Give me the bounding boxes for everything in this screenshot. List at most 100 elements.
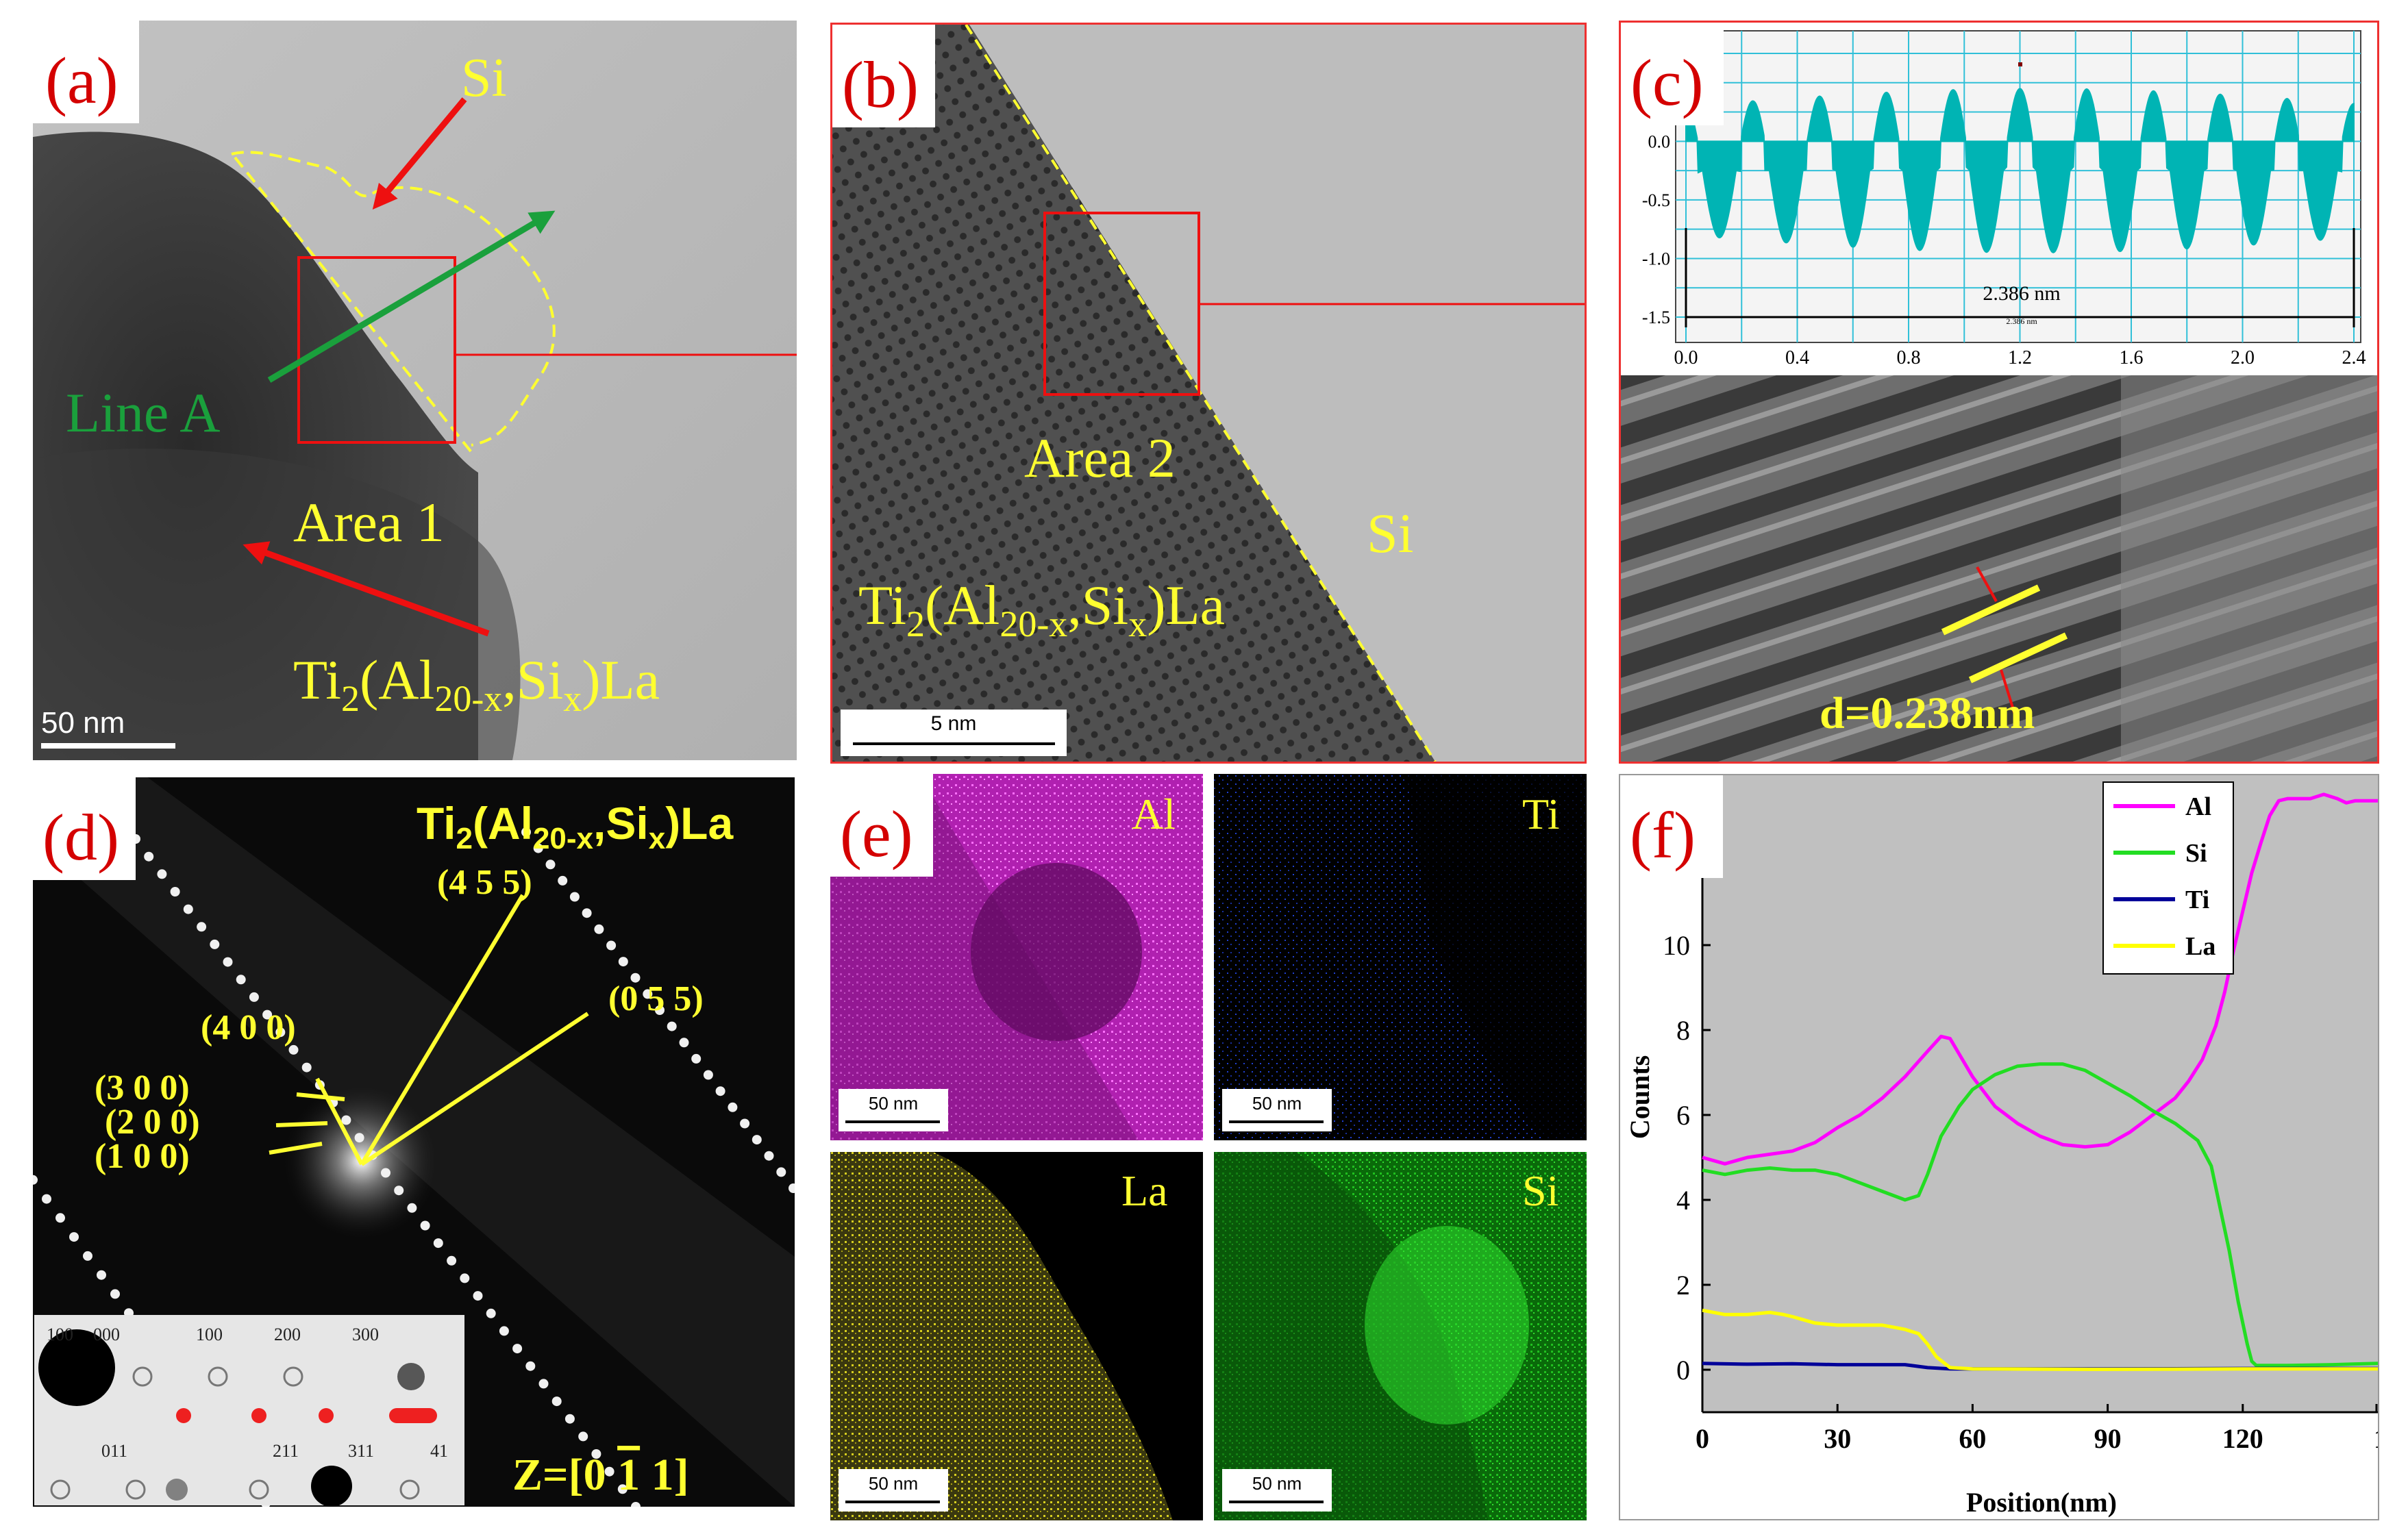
panel-a-scale-label: 50 nm xyxy=(41,706,125,740)
diffraction-spot xyxy=(83,1251,92,1261)
panel-d: (d) Ti2(Al20-x,Six)La (4 5 5) (0 5 5) (4… xyxy=(33,777,795,1507)
spot-label-300: (3 0 0) xyxy=(95,1068,190,1107)
map-al-label: Al xyxy=(1132,790,1176,838)
diffraction-spot xyxy=(447,1255,457,1266)
panel-b: (b) Area 2 Si Ti2(Al20-x,Six)La 5 nm xyxy=(830,23,1587,764)
chart-ytick: 8 xyxy=(1676,1015,1690,1046)
line-a-arrow xyxy=(267,210,556,383)
map-si: Si 50 nm xyxy=(1214,1152,1587,1520)
chart-ytick: 6 xyxy=(1676,1100,1690,1131)
panel-b-image: (b) Area 2 Si Ti2(Al20-x,Six)La 5 nm xyxy=(832,25,1585,762)
panel-b-label: (b) xyxy=(842,48,919,121)
diffraction-spot xyxy=(486,1308,496,1318)
diffraction-spot xyxy=(591,1449,601,1459)
inset-label-100: 100 xyxy=(196,1325,223,1344)
diffraction-spot xyxy=(655,1005,665,1015)
diffraction-spot xyxy=(525,1361,536,1371)
spot-label-055: (0 5 5) xyxy=(608,979,704,1018)
diffraction-spot xyxy=(728,1102,738,1112)
profile-xtick: 0.8 xyxy=(1897,347,1921,368)
diffraction-spot xyxy=(460,1273,470,1283)
panel-e-label: (e) xyxy=(840,797,913,870)
diffraction-spot xyxy=(394,1186,404,1196)
diffraction-spot xyxy=(42,1194,51,1204)
chart-xtick: 60 xyxy=(1959,1423,1986,1454)
panel-a-image: (a) Si Line A Area 1 Ti2(Al20-x,Six)La 5… xyxy=(33,21,797,760)
line-profile-plot: 0.50.0-0.5-1.0-1.50.00.40.81.21.62.02.4 … xyxy=(1642,30,2366,368)
diffraction-spot xyxy=(643,989,653,999)
chart-xtick: 120 xyxy=(2222,1423,2263,1454)
panel-d-image: (d) Ti2(Al20-x,Six)La (4 5 5) (0 5 5) (4… xyxy=(33,777,795,1507)
series-line-si xyxy=(1702,1062,2378,1368)
diffraction-spot xyxy=(420,1220,430,1231)
spot-label-100: (1 0 0) xyxy=(95,1137,190,1176)
diffraction-spot xyxy=(512,1344,523,1354)
chart-plot-area xyxy=(1702,775,2378,1412)
diffraction-spot xyxy=(223,957,233,967)
legend-label-la: La xyxy=(2185,932,2215,961)
chart-xtick: 30 xyxy=(1824,1423,1851,1454)
diffraction-spot xyxy=(752,1135,762,1145)
map-si-label: Si xyxy=(1522,1166,1559,1215)
diffraction-spot xyxy=(564,1414,575,1424)
diffraction-spot xyxy=(197,922,207,932)
map-ti-label: Ti xyxy=(1522,790,1560,838)
map-ti-scale-label: 50 nm xyxy=(1252,1093,1302,1114)
diffraction-spot xyxy=(764,1151,774,1161)
phase-arrow xyxy=(243,541,490,637)
diffraction-spot xyxy=(538,1379,549,1389)
panel-f: 024681012030609012015 Counts Position(nm… xyxy=(1619,774,2379,1520)
diffraction-spot xyxy=(594,924,604,934)
diffraction-spot xyxy=(97,1270,106,1280)
diffraction-spot xyxy=(236,975,246,985)
diffraction-spot xyxy=(55,1213,65,1223)
panel-a-label: (a) xyxy=(45,44,119,117)
chart-xtick: 90 xyxy=(2094,1423,2122,1454)
chart-ytick: 10 xyxy=(1663,930,1690,961)
zone-axis-label: Z=[0 1 1] xyxy=(512,1450,689,1500)
chart-ytick: 2 xyxy=(1676,1270,1690,1301)
chart-xtick: 0 xyxy=(1696,1423,1709,1454)
panel-a-scale-bar xyxy=(41,743,175,749)
legend-label-si: Si xyxy=(2185,839,2207,868)
area-1-box xyxy=(297,256,456,444)
map-ti: Ti 50 nm xyxy=(1214,774,1587,1140)
diffraction-spot xyxy=(606,940,617,951)
si-arrow xyxy=(372,97,467,210)
inset-label-200: 200 xyxy=(274,1325,301,1344)
diffraction-spot xyxy=(533,843,543,853)
diffraction-spot xyxy=(604,1466,615,1477)
map-la: La 50 nm xyxy=(830,1152,1203,1520)
diffraction-spot xyxy=(183,904,193,914)
panel-a-si-label: Si xyxy=(461,48,507,108)
diffraction-spot xyxy=(288,1044,299,1055)
profile-ytick: -0.5 xyxy=(1642,190,1670,210)
panel-b-area-label: Area 2 xyxy=(1024,427,1176,489)
inset-label-211: 211 xyxy=(273,1441,299,1461)
profile-xtick: 1.2 xyxy=(2008,347,2032,368)
panel-b-phase-label: Ti2(Al20-x,Six)La xyxy=(858,574,1225,644)
diffraction-spot xyxy=(69,1232,79,1242)
diffraction-spot xyxy=(433,1238,443,1249)
diffraction-spot xyxy=(631,1502,641,1507)
inset-label-300: 300 xyxy=(352,1325,379,1344)
diffraction-spot xyxy=(381,1168,390,1178)
chart-legend: Al Si Ti La xyxy=(2102,781,2234,975)
spot-label-200: (2 0 0) xyxy=(105,1103,200,1142)
panel-a-area-label: Area 1 xyxy=(293,491,445,553)
diffraction-spot xyxy=(341,1115,351,1125)
spot-label-455: (4 5 5) xyxy=(437,863,532,902)
legend-label-al: Al xyxy=(2185,792,2211,821)
diffraction-spot xyxy=(521,827,531,837)
profile-xtick: 2.4 xyxy=(2342,347,2366,368)
diffraction-spot xyxy=(407,1203,417,1213)
inset-label-100bar: 100 xyxy=(47,1325,73,1344)
map-la-scale-label: 50 nm xyxy=(869,1473,918,1494)
panel-d-phase-label: Ti2(Al20-x,Six)La xyxy=(417,798,734,855)
diffraction-spot xyxy=(703,1070,713,1080)
distance-label-small: 2.386 nm xyxy=(2006,316,2037,326)
panel-a-line-a-label: Line A xyxy=(66,381,220,444)
legend-label-ti: Ti xyxy=(2185,886,2209,914)
diffraction-spot xyxy=(354,1133,364,1143)
diffraction-spot xyxy=(275,1027,286,1038)
